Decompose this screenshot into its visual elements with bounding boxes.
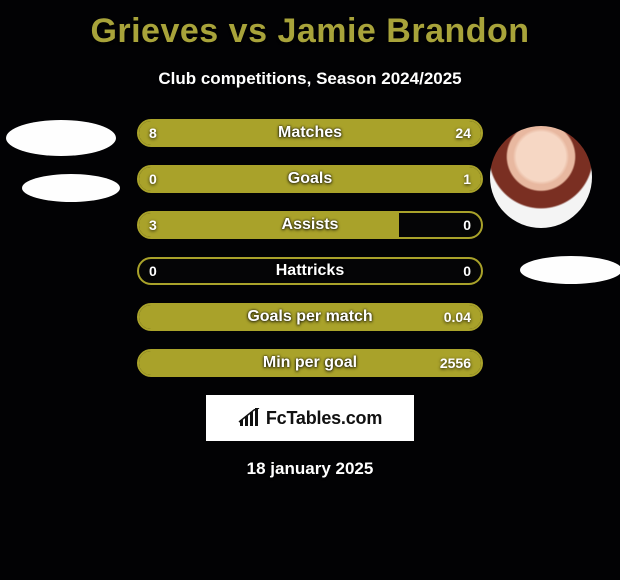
stat-value-right: 0 [463, 213, 471, 237]
stat-bar-right [255, 305, 481, 329]
vs-text: vs [229, 12, 268, 50]
stat-value-right: 0 [463, 259, 471, 283]
stat-value-left: 0 [149, 259, 157, 283]
snapshot-date: 18 january 2025 [0, 459, 620, 479]
player-left-name: Grieves [90, 12, 218, 50]
stat-row: Min per goal2556 [137, 349, 483, 377]
stat-label: Hattricks [139, 259, 481, 283]
player-right-club-placeholder [520, 256, 620, 284]
stat-bar-left [139, 213, 399, 237]
stat-bar-left [139, 351, 481, 375]
player-left-avatar-placeholder [6, 120, 116, 156]
stat-row: 0Hattricks0 [137, 257, 483, 285]
source-logo: FcTables.com [206, 395, 414, 441]
stat-bar-left [139, 305, 255, 329]
player-left-club-placeholder [22, 174, 120, 202]
stat-row: Goals per match0.04 [137, 303, 483, 331]
player-right-avatar [490, 126, 592, 228]
stat-bar-left [139, 167, 201, 191]
page-title: Grieves vs Jamie Brandon [0, 0, 620, 51]
stat-row: 8Matches24 [137, 119, 483, 147]
stats-comparison: 8Matches240Goals13Assists00Hattricks0Goa… [137, 119, 483, 377]
player-right-name: Jamie Brandon [277, 12, 529, 50]
subtitle: Club competitions, Season 2024/2025 [0, 69, 620, 89]
stat-row: 0Goals1 [137, 165, 483, 193]
stat-bar-right [225, 121, 482, 145]
stat-row: 3Assists0 [137, 211, 483, 239]
source-logo-text: FcTables.com [266, 408, 382, 429]
bar-chart-icon [238, 408, 262, 428]
stat-bar-left [139, 121, 225, 145]
stat-bar-right [201, 167, 481, 191]
